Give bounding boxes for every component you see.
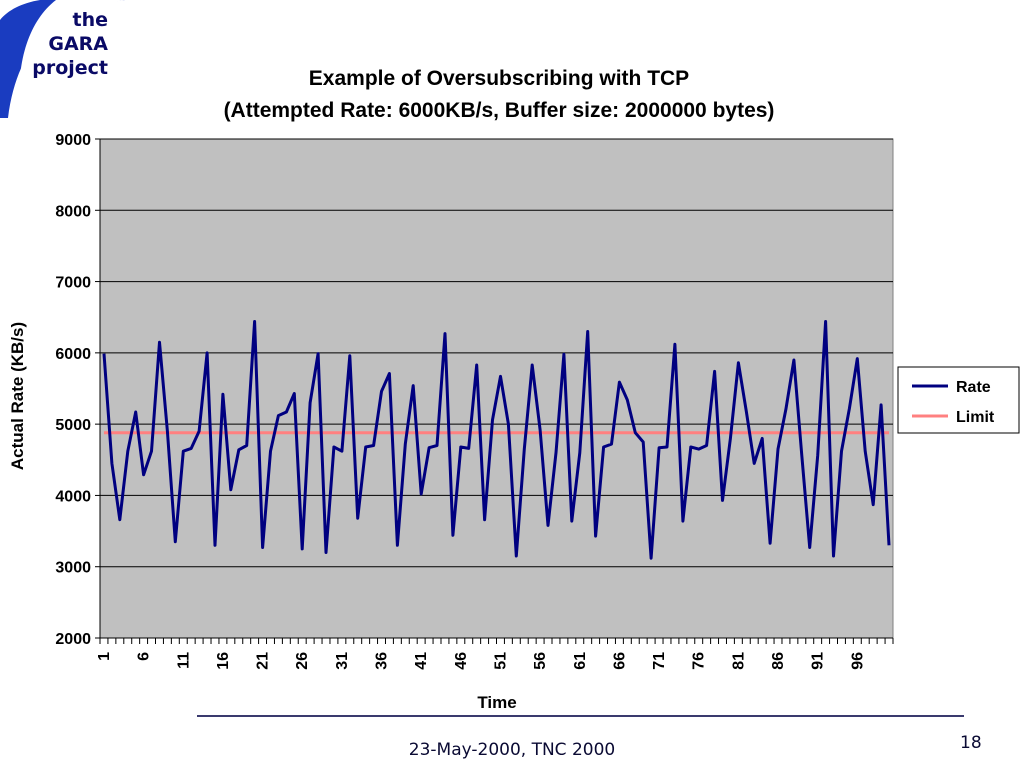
y-tick-label: 2000 <box>55 631 91 648</box>
series-layer <box>102 320 891 560</box>
x-tick-label: 6 <box>136 652 153 661</box>
x-tick-label: 66 <box>611 652 628 670</box>
x-tick-label: 86 <box>770 652 787 670</box>
x-tick-label: 1 <box>96 652 113 661</box>
x-tick-label: 56 <box>532 652 549 670</box>
x-axis-ticks: 1 6 11 16 21 26 31 36 41 46 51 56 61 66 71 76 81 86 91 96 <box>96 638 894 670</box>
x-tick-label: 36 <box>374 652 391 670</box>
x-tick-label: 61 <box>572 652 589 670</box>
legend-limit-label: Limit <box>956 409 995 426</box>
logo-swoosh-graphic <box>0 0 125 118</box>
x-tick-label: 16 <box>215 652 232 670</box>
gara-project-logo: the GARA project <box>10 8 108 80</box>
x-tick-label: 11 <box>175 652 192 669</box>
x-tick-label: 46 <box>453 652 470 670</box>
x-tick-label: 81 <box>730 652 747 670</box>
x-tick-label: 41 <box>413 652 430 670</box>
y-tick-label: 6000 <box>55 346 91 363</box>
page-number: 18 <box>960 733 982 753</box>
legend-rate-label: Rate <box>956 379 991 396</box>
y-tick-label: 3000 <box>55 560 91 577</box>
x-tick-label: 76 <box>691 652 708 670</box>
x-tick-label: 96 <box>849 652 866 670</box>
x-tick-label: 91 <box>810 652 827 670</box>
x-tick-label: 31 <box>334 652 351 670</box>
x-tick-label: 21 <box>255 652 272 670</box>
footer-date-venue: 23-May-2000, TNC 2000 <box>408 740 616 760</box>
y-tick-label: 4000 <box>55 488 91 505</box>
legend: Rate Limit <box>897 366 1020 434</box>
x-tick-label: 71 <box>651 652 668 670</box>
chart-title: Example of Oversubscribing with TCP <box>309 67 689 90</box>
chart-subtitle: (Attempted Rate: 6000KB/s, Buffer size: … <box>224 99 775 122</box>
x-tick-label: 26 <box>294 652 311 670</box>
x-axis-label: Time <box>477 693 516 712</box>
logo-line-3: project <box>32 57 108 79</box>
y-tick-label: 7000 <box>55 275 91 292</box>
logo-line-2: GARA <box>48 33 108 55</box>
legend-box <box>897 366 1020 434</box>
x-tick-label: 51 <box>492 652 509 670</box>
y-tick-label: 8000 <box>55 203 91 220</box>
logo-line-1: the <box>72 9 109 31</box>
y-axis-ticks: 2000 3000 4000 5000 6000 7000 8000 9000 <box>55 132 100 648</box>
y-axis-label: Actual Rate (KB/s) <box>8 322 27 470</box>
plot-area <box>99 138 894 639</box>
footer-divider <box>197 715 964 717</box>
gridlines <box>100 138 893 568</box>
y-tick-label: 9000 <box>55 132 91 149</box>
series-rate-line <box>102 320 891 560</box>
y-tick-label: 5000 <box>55 417 91 434</box>
